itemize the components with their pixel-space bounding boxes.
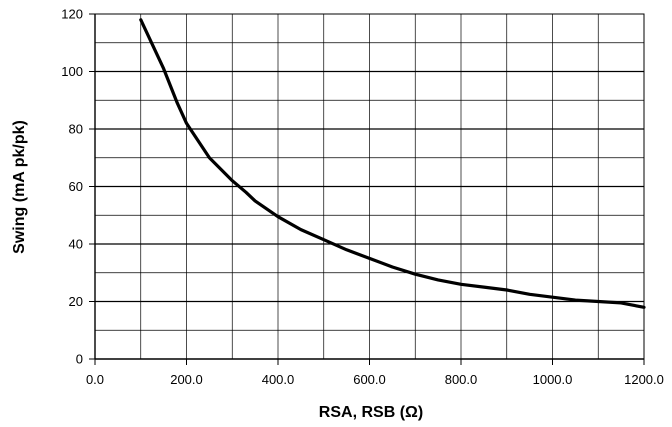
series-line — [139, 18, 646, 309]
y-tick-label: 0 — [76, 352, 83, 367]
y-tick-label: 20 — [69, 294, 83, 309]
y-tick-label: 100 — [61, 64, 83, 79]
y-tick-label: 80 — [69, 122, 83, 137]
x-tick-label: 1000.0 — [533, 372, 573, 387]
x-tick-label: 600.0 — [353, 372, 386, 387]
y-tick-label: 120 — [61, 7, 83, 22]
grid — [95, 14, 644, 359]
y-tick-label: 40 — [69, 237, 83, 252]
series-group — [139, 18, 646, 309]
y-tick-label: 60 — [69, 179, 83, 194]
x-tick-label: 200.0 — [170, 372, 203, 387]
axes — [89, 13, 645, 365]
x-tick-label: 400.0 — [262, 372, 295, 387]
x-axis-label: RSA, RSB (Ω) — [319, 404, 423, 421]
y-axis-label: Swing (mA pk/pk) — [11, 120, 28, 254]
x-tick-label: 800.0 — [445, 372, 478, 387]
x-tick-label: 0.0 — [86, 372, 104, 387]
x-tick-label: 1200.0 — [624, 372, 664, 387]
